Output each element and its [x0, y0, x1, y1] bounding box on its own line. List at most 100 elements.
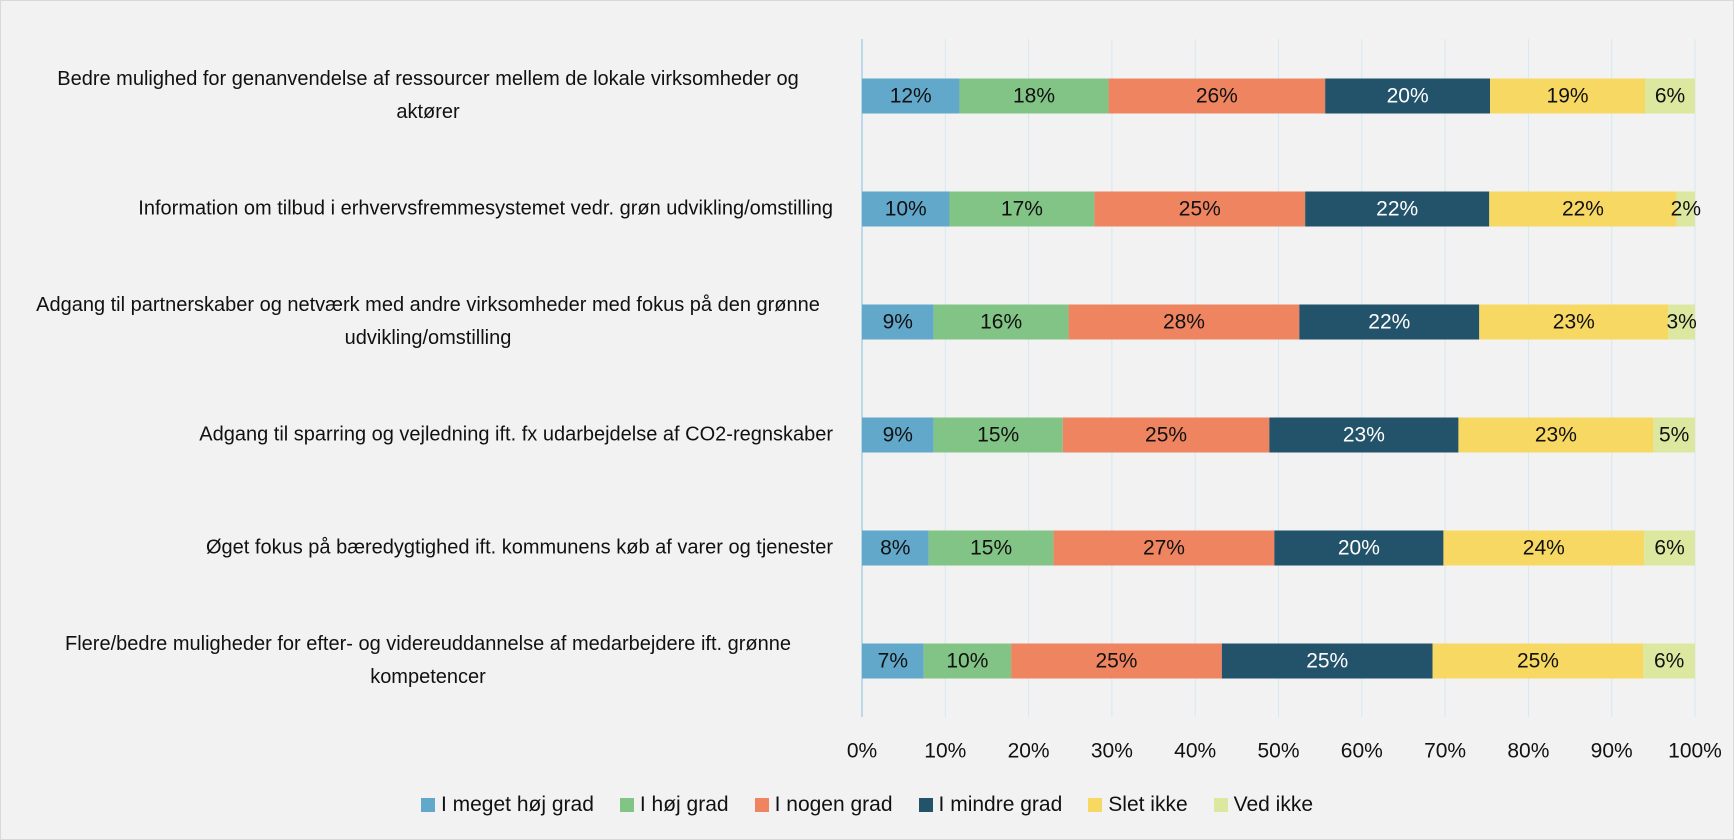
bar-segment [1011, 643, 1222, 679]
data-label: 5% [1659, 424, 1689, 447]
x-tick-label: 40% [1174, 740, 1216, 763]
category-label: Information om tilbud i erhvervsfremmesy… [138, 197, 833, 220]
legend-label: Slet ikke [1108, 793, 1188, 816]
x-tick-label: 50% [1257, 740, 1299, 763]
bar-segment [1443, 530, 1645, 566]
bar-segment [1094, 191, 1306, 227]
legend-swatch [918, 798, 933, 812]
legend-item: I nogen grad [754, 793, 893, 817]
x-tick-label: 60% [1341, 740, 1383, 763]
x-tick-label: 80% [1507, 740, 1549, 763]
bar-segment [933, 304, 1069, 340]
bar-segment [862, 191, 950, 227]
x-tick-label: 20% [1008, 740, 1050, 763]
data-label: 20% [1338, 537, 1380, 560]
data-label: 25% [1179, 198, 1221, 221]
bar-segment [1489, 191, 1677, 227]
bar-segment [1458, 417, 1654, 453]
legend-item: Ved ikke [1213, 793, 1314, 817]
bar-segment [862, 417, 934, 453]
bar-segment [949, 191, 1095, 227]
bar-segment [1653, 417, 1695, 453]
category-label: Bedre mulighed for genanvendelse af ress… [57, 68, 799, 123]
data-label: 2% [1671, 198, 1701, 221]
data-label: 20% [1387, 85, 1429, 108]
bar-segment [1479, 304, 1669, 340]
x-tick-label: 0% [847, 740, 877, 763]
legend-swatch [420, 798, 435, 812]
bar-segment [923, 643, 1012, 679]
bar-segment [862, 643, 924, 679]
bar-segment [1062, 417, 1270, 453]
bar-segment [862, 530, 929, 566]
bar-segment [928, 530, 1054, 566]
data-label: 26% [1196, 85, 1238, 108]
x-tick-label: 90% [1591, 740, 1633, 763]
bar-segment [1645, 78, 1695, 114]
data-label: 22% [1562, 198, 1604, 221]
bar-segment [862, 78, 960, 114]
data-label: 3% [1666, 311, 1696, 334]
bar-segment [1053, 530, 1275, 566]
data-label: 25% [1145, 424, 1187, 447]
x-tick-label: 70% [1424, 740, 1466, 763]
bar-segment [1432, 643, 1644, 679]
data-label: 18% [1013, 85, 1055, 108]
x-tick-label: 30% [1091, 740, 1133, 763]
bar-segment [1676, 191, 1695, 227]
legend: I meget høj grad I høj grad I nogen grad I … [1, 793, 1733, 817]
legend-label: I høj grad [639, 793, 729, 816]
data-label: 6% [1655, 85, 1685, 108]
bar-segment [1108, 78, 1326, 114]
data-label: 24% [1523, 537, 1565, 560]
category-label: Øget fokus på bæredygtighed ift. kommune… [206, 536, 833, 559]
bar-segment [1325, 78, 1491, 114]
data-label: 15% [977, 424, 1019, 447]
data-label: 6% [1654, 650, 1684, 673]
bar-segment [933, 417, 1063, 453]
bar-segment [959, 78, 1109, 114]
legend-swatch [1213, 798, 1228, 812]
data-label: 6% [1654, 537, 1684, 560]
legend-swatch [619, 798, 634, 812]
x-tick-label: 10% [924, 740, 966, 763]
data-label: 22% [1376, 198, 1418, 221]
data-label: 25% [1517, 650, 1559, 673]
data-label: 22% [1368, 311, 1410, 334]
legend-item: I mindre grad [918, 793, 1062, 817]
category-label: Adgang til sparring og vejledning ift. f… [199, 423, 833, 446]
category-label: Flere/bedre muligheder for efter- og vid… [65, 633, 791, 688]
legend-item: I meget høj grad [420, 793, 594, 817]
category-label: Adgang til partnerskaber og netværk med … [36, 294, 820, 349]
legend-swatch [1088, 798, 1103, 812]
legend-label: Ved ikke [1233, 793, 1314, 816]
bar-segment [1644, 530, 1695, 566]
data-label: 28% [1163, 311, 1205, 334]
data-label: 7% [878, 650, 908, 673]
data-label: 15% [970, 537, 1012, 560]
data-label: 10% [885, 198, 927, 221]
bar-segment [1490, 78, 1646, 114]
bar-segment [1221, 643, 1433, 679]
bar-segment [1274, 530, 1444, 566]
data-label: 25% [1095, 650, 1137, 673]
data-label: 25% [1306, 650, 1348, 673]
bar-segment [1643, 643, 1695, 679]
data-label: 23% [1343, 424, 1385, 447]
data-label: 17% [1001, 198, 1043, 221]
legend-swatch [754, 798, 769, 812]
bar-segment [1299, 304, 1480, 340]
data-label: 16% [980, 311, 1022, 334]
data-label: 23% [1553, 311, 1595, 334]
data-label: 8% [880, 537, 910, 560]
bar-segment [1668, 304, 1695, 340]
bar-segment [1269, 417, 1459, 453]
bar-segment [862, 304, 934, 340]
legend-item: I høj grad [619, 793, 729, 817]
data-label: 27% [1143, 537, 1185, 560]
data-label: 19% [1547, 85, 1589, 108]
legend-label: I meget høj grad [440, 793, 594, 816]
data-label: 9% [883, 311, 913, 334]
